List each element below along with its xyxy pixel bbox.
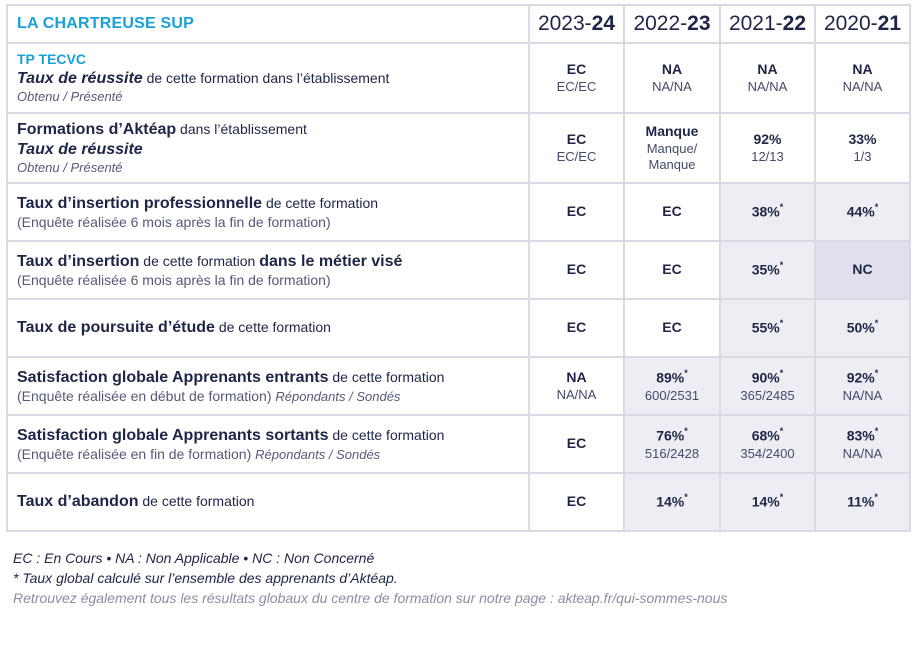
year-header: 2021-22 [719,4,816,44]
value-cell: 92% 12/13 [719,111,816,185]
value-cell: EC [528,182,625,243]
value-cell: EC EC/EC [528,111,625,185]
value-cell: 89%* 600/2531 [623,356,721,417]
value-cell: NA NA/NA [528,356,625,417]
value-cell: EC [623,298,721,359]
row-label: Taux d’abandon de cette formation [6,472,530,533]
value-cell: 90%* 365/2485 [719,356,816,417]
value-cell: 55%* [719,298,816,359]
legend-link-text: Retrouvez également tous les résultats g… [13,590,728,606]
legend-abbreviations: EC : En Cours • NA : Non Applicable • NC… [13,550,375,566]
legend: EC : En Cours • NA : Non Applicable • NC… [13,548,727,608]
row-label: Taux d’insertion professionnelle de cett… [6,182,530,243]
row-label: TP TECVC Taux de réussite de cette forma… [6,42,530,114]
value-cell: 50%* [814,298,911,359]
year-header: 2022-23 [623,4,721,44]
year-header: 2023-24 [528,4,625,44]
legend-footnote: * Taux global calculé sur l’ensemble des… [13,570,398,586]
value-cell: EC [623,182,721,243]
row-label: Satisfaction globale Apprenants entrants… [6,356,530,417]
year-header: 2020-21 [814,4,911,44]
value-cell: NA NA/NA [623,42,721,114]
results-table: LA CHARTREUSE SUP 2023-24 2022-23 2021-2… [6,4,911,533]
table-row: Taux d’abandon de cette formation EC 14%… [6,472,911,533]
table-row: Taux de poursuite d’étude de cette forma… [6,298,911,359]
value-cell: 38%* [719,182,816,243]
value-cell: 11%* [814,472,911,533]
value-cell: EC [623,240,721,301]
value-cell: 92%* NA/NA [814,356,911,417]
table-row: Taux d’insertion de cette formation dans… [6,240,911,301]
value-cell: 33% 1/3 [814,111,911,185]
table-row: Taux d’insertion professionnelle de cett… [6,182,911,243]
row-label: Formations d’Aktéap dans l’établissement… [6,111,530,185]
table-row: Satisfaction globale Apprenants entrants… [6,356,911,417]
value-cell: NA NA/NA [814,42,911,114]
formation-code: TP TECVC [17,51,86,68]
value-cell: 14%* [623,472,721,533]
value-cell: 68%* 354/2400 [719,414,816,475]
value-cell: EC [528,472,625,533]
header-row: LA CHARTREUSE SUP 2023-24 2022-23 2021-2… [6,4,911,44]
value-cell: 76%* 516/2428 [623,414,721,475]
value-cell: EC [528,414,625,475]
value-cell: EC [528,298,625,359]
table-row: Formations d’Aktéap dans l’établissement… [6,111,911,185]
establishment-name: LA CHARTREUSE SUP [6,4,530,44]
value-cell: 44%* [814,182,911,243]
value-cell: 14%* [719,472,816,533]
row-label: Taux de poursuite d’étude de cette forma… [6,298,530,359]
value-cell: EC [528,240,625,301]
value-cell: 83%* NA/NA [814,414,911,475]
value-cell: NC [814,240,911,301]
value-cell: Manque Manque/Manque [623,111,721,185]
row-label: Taux d’insertion de cette formation dans… [6,240,530,301]
value-cell: EC EC/EC [528,42,625,114]
value-cell: 35%* [719,240,816,301]
table-row: TP TECVC Taux de réussite de cette forma… [6,42,911,114]
table-row: Satisfaction globale Apprenants sortants… [6,414,911,475]
value-cell: NA NA/NA [719,42,816,114]
row-label: Satisfaction globale Apprenants sortants… [6,414,530,475]
